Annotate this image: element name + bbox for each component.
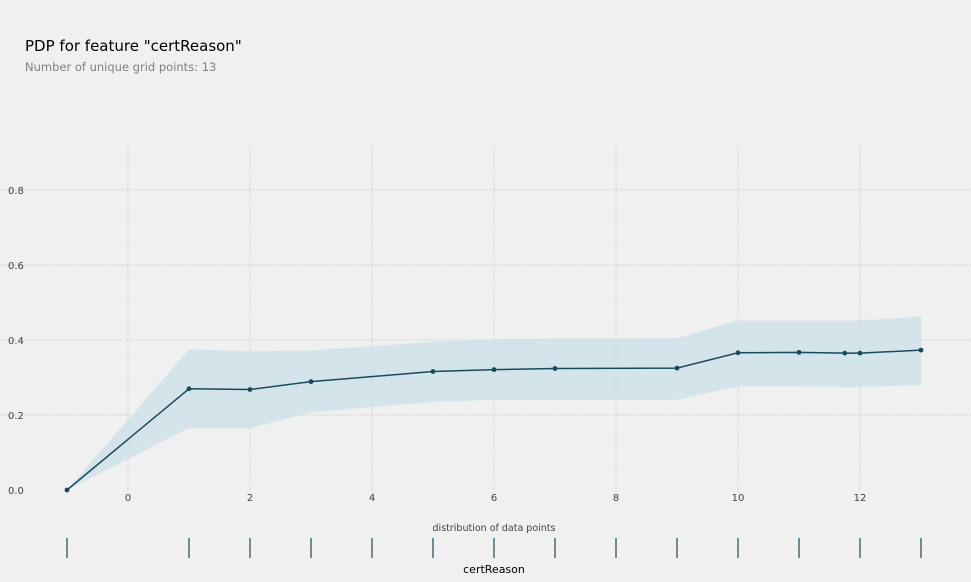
x-tick-label: 0 <box>125 493 131 504</box>
y-tick-label: 0.4 <box>8 336 24 347</box>
data-point <box>842 350 848 356</box>
x-axis-label: certReason <box>463 563 525 576</box>
x-tick-label: 12 <box>854 493 867 504</box>
data-point <box>552 366 558 371</box>
distribution-rug <box>66 538 922 558</box>
chart-subtitle: Number of unique grid points: 13 <box>25 60 217 74</box>
y-tick-label: 0.2 <box>8 411 24 422</box>
data-point <box>857 350 863 356</box>
x-tick-labels: 0 2 4 6 8 10 12 <box>125 493 867 504</box>
data-point <box>308 379 314 385</box>
x-tick-label: 2 <box>247 493 253 504</box>
y-tick-label: 0.8 <box>8 186 24 197</box>
data-point <box>430 369 436 374</box>
data-point <box>186 386 192 392</box>
distribution-label: distribution of data points <box>433 523 556 534</box>
x-tick-label: 10 <box>732 493 745 504</box>
data-point <box>796 349 802 355</box>
data-point <box>735 350 741 356</box>
data-point <box>64 487 70 493</box>
data-point <box>491 367 497 373</box>
grid <box>0 145 971 490</box>
data-point <box>918 347 924 353</box>
data-points <box>64 347 924 493</box>
x-tick-label: 8 <box>613 493 619 504</box>
x-tick-label: 4 <box>369 493 375 504</box>
y-tick-labels: 0.0 0.2 0.4 0.6 0.8 <box>8 186 24 497</box>
data-point <box>247 387 253 392</box>
y-tick-label: 0.0 <box>8 486 24 497</box>
y-tick-label: 0.6 <box>8 261 24 272</box>
chart-title: PDP for feature "certReason" <box>25 37 242 55</box>
data-point <box>674 365 680 371</box>
x-tick-label: 6 <box>491 493 497 504</box>
